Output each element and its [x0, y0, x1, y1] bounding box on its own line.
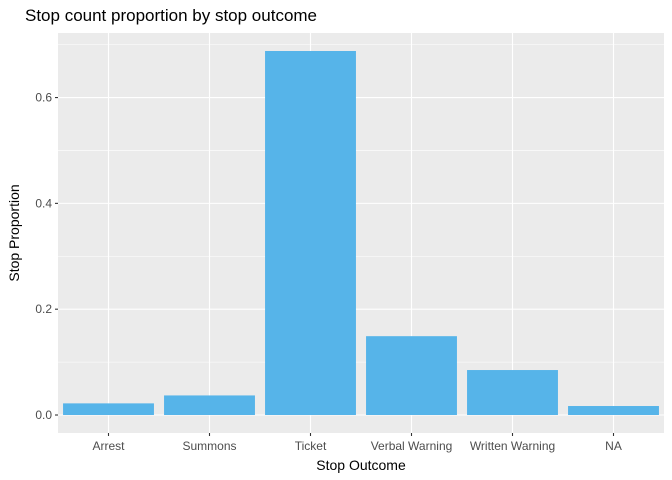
bars [63, 50, 659, 416]
x-tick-label: Ticket [295, 439, 327, 453]
y-axis: 0.0 0.2 0.4 0.6 [35, 91, 58, 422]
bar-summons [164, 395, 255, 416]
plot-panel [58, 33, 664, 433]
y-axis-title: Stop Proportion [6, 184, 22, 281]
x-axis: Arrest Summons Ticket Verbal Warning Written… [92, 433, 622, 453]
x-tick-label: Written Warning [470, 439, 555, 453]
bar-verbal-warning [366, 336, 457, 416]
bar-written-warning [467, 370, 558, 416]
x-tick-label: NA [605, 439, 622, 453]
bar-na [568, 406, 659, 416]
chart-title: Stop count proportion by stop outcome [25, 6, 318, 25]
x-tick-label: Arrest [92, 439, 125, 453]
y-tick-label: 0.0 [35, 408, 52, 422]
x-axis-title: Stop Outcome [316, 457, 406, 473]
x-tick-label: Verbal Warning [371, 439, 453, 453]
minor-gridlines [58, 44, 664, 363]
y-tick-label: 0.6 [35, 91, 52, 105]
y-tick-label: 0.2 [35, 302, 52, 316]
x-tick-label: Summons [182, 439, 236, 453]
y-tick-label: 0.4 [35, 196, 52, 210]
bar-arrest [63, 403, 154, 416]
bar-ticket [265, 50, 356, 416]
